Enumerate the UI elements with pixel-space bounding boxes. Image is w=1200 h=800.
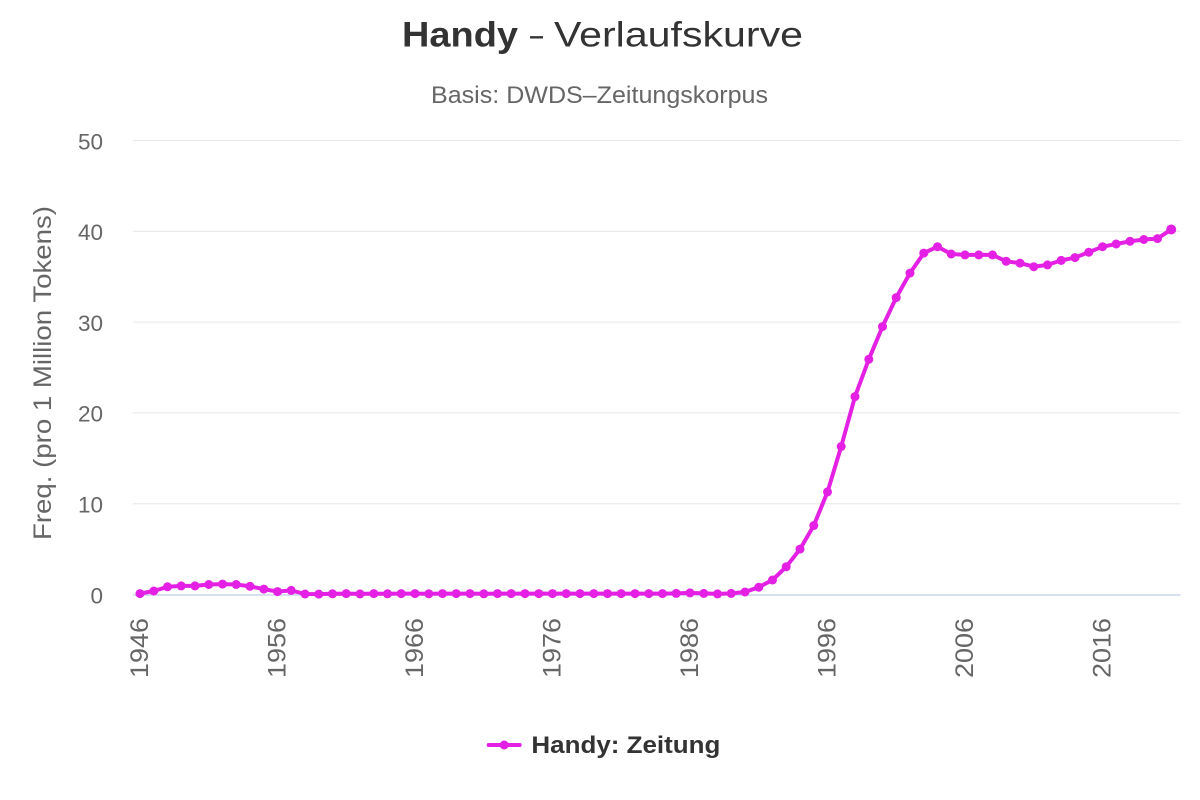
- svg-text:20: 20: [78, 402, 103, 427]
- svg-text:1946: 1946: [126, 618, 154, 678]
- svg-text:–: –: [530, 16, 543, 55]
- svg-text:1996: 1996: [814, 618, 842, 678]
- svg-text:2006: 2006: [951, 618, 979, 678]
- svg-text:1966: 1966: [401, 618, 429, 678]
- svg-text:Basis: DWDS–Zeitungskorpus: Basis: DWDS–Zeitungskorpus: [431, 82, 768, 109]
- svg-text:Handy: Zeitung: Handy: Zeitung: [531, 732, 720, 759]
- svg-text:2016: 2016: [1089, 618, 1117, 678]
- svg-text:0: 0: [90, 583, 103, 608]
- svg-text:30: 30: [78, 311, 103, 336]
- svg-text:10: 10: [78, 493, 103, 518]
- svg-text:Handy: Handy: [402, 16, 519, 55]
- svg-text:Freq. (pro 1 Million Tokens): Freq. (pro 1 Million Tokens): [29, 206, 57, 540]
- svg-text:1986: 1986: [676, 618, 704, 678]
- svg-text:Verlaufskurve: Verlaufskurve: [554, 16, 803, 55]
- svg-text:50: 50: [78, 129, 103, 154]
- svg-text:40: 40: [78, 220, 103, 245]
- svg-text:1976: 1976: [539, 618, 567, 678]
- svg-text:1956: 1956: [264, 618, 292, 678]
